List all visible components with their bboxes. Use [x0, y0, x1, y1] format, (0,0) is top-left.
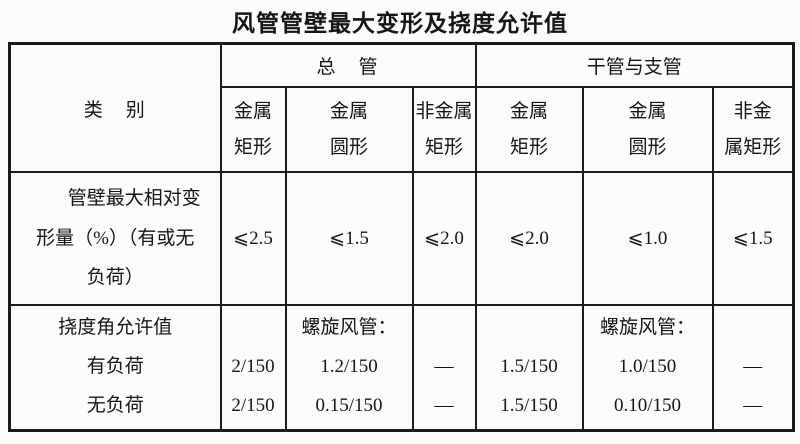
subheader-branch-nonmetal-rect: 非金 属矩形: [711, 86, 795, 173]
deflection-branch-metal-round: 螺旋风管： 1.0/150 0.10/150: [581, 304, 714, 432]
deflection-main-metal-round: 螺旋风管： 1.2/150 0.15/150: [284, 304, 414, 432]
sub-header-row: 金属 矩形 金属 圆形 非金属 矩形 金属 矩形 金属 圆形 非金 属矩形: [10, 86, 795, 173]
deflection-main-nonmetal-rect: — —: [411, 304, 477, 432]
table-title: 风管管壁最大变形及挠度允许值: [232, 11, 568, 36]
deformation-branch-metal-round: ⩽1.0: [581, 171, 714, 306]
deflection-row-label: 挠度角允许值 有负荷 无负荷: [8, 304, 222, 432]
group-header-row: 类 别 总 管 干管与支管: [8, 42, 795, 173]
deformation-main-nonmetal-rect: ⩽2.0: [411, 171, 477, 306]
deflection-main-metal-rect: 2/150 2/150: [219, 304, 287, 432]
deformation-row-label: 管壁最大相对变 形量（%）（有或无 负荷）: [8, 171, 222, 306]
main-duct-group-header: 总 管: [219, 42, 477, 88]
branch-duct-group-header: 干管与支管: [474, 42, 795, 88]
subheader-main-metal-round: 金属 圆形: [284, 86, 414, 173]
deformation-main-metal-round: ⩽1.5: [284, 171, 414, 306]
deflection-row: 挠度角允许值 有负荷 无负荷 2/150 2/150 螺旋风管： 1.2/150…: [8, 304, 795, 432]
deflection-branch-nonmetal-rect: — —: [711, 304, 795, 432]
subheader-branch-metal-round: 金属 圆形: [581, 86, 714, 173]
deformation-row: 管壁最大相对变 形量（%）（有或无 负荷） ⩽2.5 ⩽1.5 ⩽2.0 ⩽2.…: [8, 171, 795, 306]
subheader-main-metal-rect: 金属 矩形: [219, 86, 287, 173]
deflection-branch-metal-rect: 1.5/150 1.5/150: [474, 304, 584, 432]
deformation-main-metal-rect: ⩽2.5: [219, 171, 287, 306]
duct-deformation-table: 类 别 总 管 干管与支管 金属 矩形 金属 圆形 非金属 矩形 金属 矩形 金…: [8, 42, 796, 432]
deformation-branch-nonmetal-rect: ⩽1.5: [711, 171, 795, 306]
category-header-cell: 类 别: [8, 42, 222, 173]
subheader-main-nonmetal-rect: 非金属 矩形: [411, 86, 477, 173]
deformation-branch-metal-rect: ⩽2.0: [474, 171, 584, 306]
subheader-branch-metal-rect: 金属 矩形: [474, 86, 584, 173]
